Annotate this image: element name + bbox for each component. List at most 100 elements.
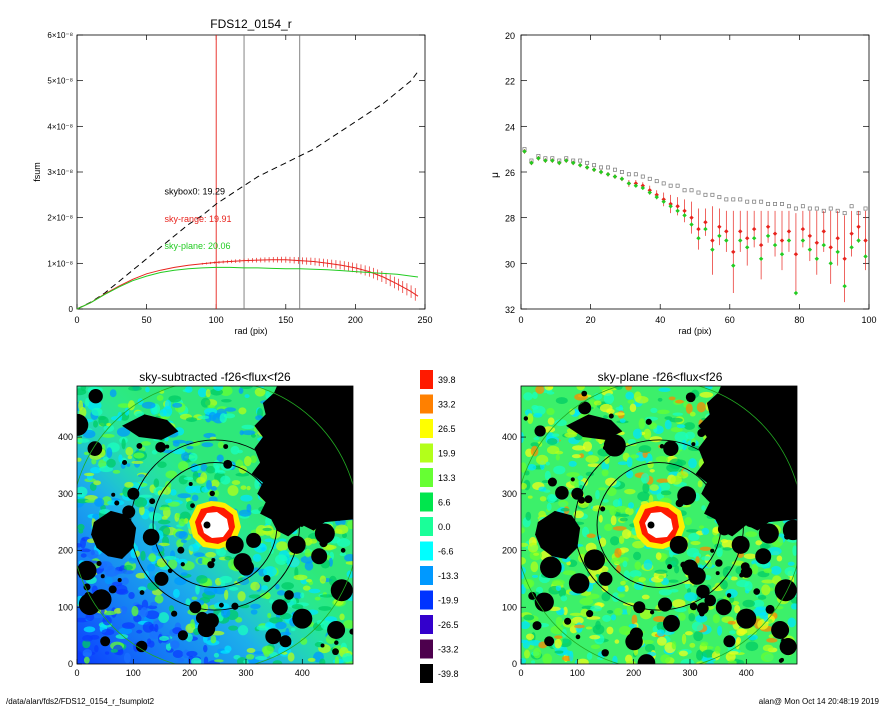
noise-blob — [527, 542, 539, 553]
noise-blob — [589, 635, 601, 640]
noise-blob — [633, 551, 642, 561]
noise-blob — [686, 588, 692, 594]
noise-blob — [689, 411, 696, 417]
galaxy-center-mask — [203, 521, 211, 529]
noise-blob — [617, 461, 628, 465]
star-mask — [691, 442, 696, 447]
noise-blob — [736, 659, 745, 664]
noise-blob — [123, 652, 131, 664]
noise-blob — [521, 557, 526, 565]
noise-blob — [615, 406, 624, 411]
noise-blob — [693, 630, 704, 642]
noise-blob — [531, 660, 536, 664]
noise-blob — [262, 527, 272, 532]
star-mask — [122, 459, 128, 466]
star-mask — [681, 559, 698, 576]
mu-point-sky-plane — [536, 156, 541, 161]
map-x-tick-label: 400 — [295, 668, 310, 678]
noise-blob — [318, 606, 332, 611]
noise-blob — [544, 470, 551, 481]
star-mask — [534, 592, 554, 612]
noise-blob — [178, 518, 186, 527]
noise-blob — [228, 625, 239, 631]
noise-blob — [205, 465, 216, 474]
noise-blob — [250, 455, 257, 464]
noise-blob — [588, 451, 593, 455]
noise-blob — [727, 660, 737, 664]
mu-point-sky-plane — [654, 194, 659, 200]
noise-blob — [259, 592, 271, 599]
star-mask — [570, 477, 575, 482]
noise-blob — [614, 547, 622, 558]
noise-blob — [201, 442, 214, 448]
mu-point-sky-plane — [640, 185, 645, 191]
noise-blob — [610, 515, 617, 526]
noise-blob — [165, 470, 178, 479]
noise-blob — [633, 391, 642, 402]
noise-blob — [94, 645, 99, 653]
noise-blob — [139, 505, 145, 516]
noise-blob — [653, 615, 667, 623]
noise-blob — [689, 642, 696, 648]
colorbar-swatch — [420, 370, 433, 389]
noise-blob — [560, 507, 570, 512]
noise-blob — [224, 555, 233, 561]
noise-blob — [625, 507, 634, 516]
mu-point-sky-plane — [758, 256, 764, 261]
star-masks — [77, 386, 353, 656]
noise-blob — [681, 633, 687, 645]
noise-blob — [104, 651, 110, 655]
mu-point-sky-range — [724, 229, 729, 234]
mu-point-sky-range — [640, 183, 645, 188]
noise-blob — [590, 605, 602, 612]
star-mask — [284, 590, 294, 600]
noise-blob — [684, 592, 698, 602]
mu-point-sky-range — [835, 236, 840, 241]
colorbar-label: 13.3 — [438, 473, 456, 483]
noise-blob — [114, 584, 128, 595]
noise-blob — [78, 400, 84, 411]
mu-series — [522, 147, 868, 303]
star-mask — [117, 578, 122, 583]
mu-point-sky-plane — [849, 245, 854, 250]
noise-blob — [625, 660, 636, 664]
mu-point-sky-range — [828, 245, 833, 250]
noise-blob — [152, 650, 159, 654]
noise-blob — [576, 658, 589, 664]
mu-point-sky-range — [758, 242, 764, 248]
mu-point-sky-plane — [779, 252, 785, 257]
star-mask — [307, 424, 313, 429]
noise-blob — [244, 394, 250, 399]
mu-x-tick-label: 80 — [794, 315, 804, 325]
noise-blob — [146, 563, 156, 572]
noise-blob — [530, 561, 539, 573]
noise-blob — [701, 649, 715, 658]
bright-star-mask — [251, 386, 353, 537]
noise-blob — [546, 391, 555, 395]
noise-blob — [698, 525, 705, 529]
mu-point-skybox0 — [640, 174, 645, 179]
mu-point-sky-range — [633, 181, 639, 186]
noise-blob — [577, 475, 584, 481]
star-mask — [571, 487, 584, 500]
star-mask — [127, 487, 140, 500]
sky-plane-title: sky-plane -f26<flux<f26 — [598, 370, 723, 384]
mu-point-sky-plane — [668, 204, 673, 209]
mu-point-sky-plane — [633, 183, 639, 188]
noise-blob — [696, 649, 704, 661]
star-mask — [781, 426, 786, 431]
fsum-series-sky-plane — [76, 266, 419, 310]
star-mask — [334, 640, 339, 645]
colorbar-label: 6.6 — [438, 498, 451, 508]
noise-blob — [238, 604, 250, 609]
noise-blob — [172, 448, 186, 455]
noise-blob — [568, 460, 577, 467]
colorbar-label: 33.2 — [438, 400, 456, 410]
fsum-annotation: skybox0: 19.29 — [165, 186, 226, 196]
mu-point-sky-plane — [703, 226, 708, 232]
noise-blob — [751, 563, 759, 575]
noise-blob — [579, 597, 594, 606]
noise-blob — [195, 584, 200, 595]
upper-left-mask — [122, 414, 179, 440]
noise-blob — [147, 581, 160, 591]
